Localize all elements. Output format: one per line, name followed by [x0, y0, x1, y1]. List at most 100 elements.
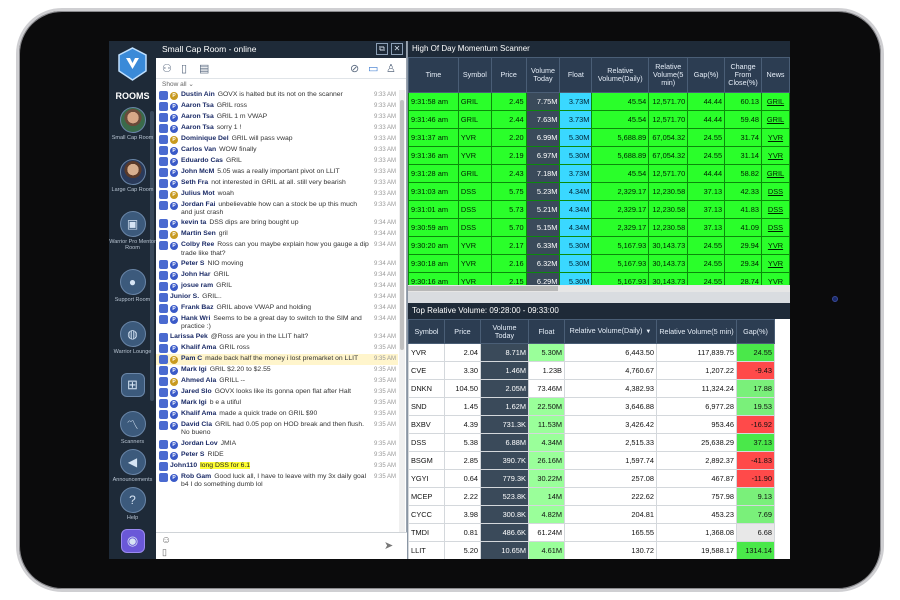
table-row[interactable]: SND 1.45 1.62M 22.50M 3,646.88 6,977.28 19.53: [408, 397, 775, 416]
table-row[interactable]: 9:31:03 am DSS 5.75 5.23M 4.34M 2,329.17 12,23…: [408, 182, 790, 201]
user-avatar-icon[interactable]: [159, 399, 168, 409]
message-author[interactable]: Frank Baz: [181, 303, 214, 311]
news-link[interactable]: DSS: [761, 218, 790, 237]
user-avatar-icon[interactable]: [159, 303, 168, 313]
message-author[interactable]: Aaron Tsa: [181, 102, 214, 109]
message-author[interactable]: Hank Wri: [181, 314, 211, 322]
sidebar-item-small-cap-room[interactable]: Small Cap Room: [109, 107, 156, 141]
chat-message[interactable]: Junior S. GRIL.. 9:34 AM: [156, 292, 398, 303]
table-row[interactable]: 9:30:59 am DSS 5.70 5.15M 4.34M 2,329.17 12,23…: [408, 218, 790, 237]
show-all-filter[interactable]: Show all ⌄: [162, 81, 194, 88]
column-header[interactable]: Volume Today: [525, 57, 561, 93]
user-avatar-icon[interactable]: [159, 91, 168, 100]
chat-message[interactable]: P Aaron Tsa GRIL 1 m VWAP 9:33 AM: [156, 112, 398, 123]
user-avatar-icon[interactable]: [159, 366, 168, 376]
screen-icon[interactable]: ▭: [368, 63, 379, 75]
sidebar-item-scanners[interactable]: 〽 Scanners: [109, 411, 156, 445]
user-avatar-icon[interactable]: [159, 270, 168, 280]
chat-message[interactable]: Larissa Pek @Ross are you in the LLIT hal…: [156, 332, 398, 343]
message-author[interactable]: John Har: [181, 270, 211, 278]
chat-message[interactable]: P Peter S NIO moving 9:34 AM: [156, 259, 398, 270]
message-author[interactable]: Aaron Tsa: [181, 113, 214, 120]
user-avatar-icon[interactable]: [159, 461, 168, 471]
message-author[interactable]: Dustin Ain: [181, 91, 215, 98]
table-row[interactable]: 9:30:20 am YVR 2.17 6.33M 5.30M 5,167.93 30,14…: [408, 236, 790, 255]
message-author[interactable]: Julius Mot: [181, 190, 215, 197]
send-icon[interactable]: ➤: [384, 540, 394, 552]
message-author[interactable]: josue ram: [181, 281, 214, 289]
chat-message[interactable]: P Rob Gam Good luck all, I have to leave w…: [156, 472, 398, 490]
sidebar-item-support-room[interactable]: ● Support Room: [109, 269, 156, 303]
user-avatar-icon[interactable]: [159, 113, 168, 122]
table-row[interactable]: YGYI 0.64 779.3K 30.22M 257.08 467.87 -11.90: [408, 469, 775, 488]
user-avatar-icon[interactable]: [159, 201, 168, 210]
news-link[interactable]: GRIL: [761, 92, 790, 111]
message-author[interactable]: John McM: [181, 168, 215, 175]
user-avatar-icon[interactable]: [159, 219, 168, 229]
message-author[interactable]: Aaron Tsa: [181, 124, 214, 131]
sidebar-item-grid[interactable]: ⊞: [109, 373, 156, 397]
message-author[interactable]: Dominique Del: [181, 135, 229, 142]
user-avatar-icon[interactable]: [159, 410, 168, 420]
table-row[interactable]: TMDI 0.81 486.6K 61.24M 165.55 1,368.08 6.68: [408, 523, 775, 542]
column-header[interactable]: Gap(%): [687, 57, 726, 93]
file-icon[interactable]: ▯: [181, 63, 188, 75]
sidebar-scrollbar[interactable]: [150, 111, 154, 401]
chat-message[interactable]: P John Har GRIL 9:34 AM: [156, 270, 398, 281]
user-avatar-icon[interactable]: [159, 157, 168, 166]
chat-message[interactable]: P Mark Igi b e a utiful 9:35 AM: [156, 398, 398, 409]
chat-message[interactable]: P Eduardo Cas GRIL 9:33 AM: [156, 156, 398, 167]
chat-message[interactable]: P Aaron Tsa sorry 1 ! 9:33 AM: [156, 123, 398, 134]
user-avatar-icon[interactable]: [159, 241, 168, 251]
user-avatar-icon[interactable]: [159, 135, 168, 144]
column-header[interactable]: Symbol: [408, 319, 445, 344]
column-header[interactable]: Relative Volume(Daily) ▼: [564, 319, 657, 344]
message-author[interactable]: David Cla: [181, 421, 212, 429]
column-header[interactable]: Price: [444, 319, 481, 344]
scanner1-hscrollbar[interactable]: [408, 285, 790, 292]
sort-desc-icon[interactable]: ▼: [645, 329, 652, 335]
person-icon[interactable]: ♙: [386, 63, 396, 75]
table-row[interactable]: MCEP 2.22 523.8K 14M 222.62 757.98 9.13: [408, 487, 775, 506]
user-avatar-icon[interactable]: [159, 388, 168, 398]
chat-message[interactable]: P Aaron Tsa GRIL ross 9:33 AM: [156, 101, 398, 112]
message-author[interactable]: Junior S.: [170, 292, 200, 300]
table-row[interactable]: DSS 5.38 6.88M 4.34M 2,515.33 25,638.29 37.13: [408, 433, 775, 452]
news-link[interactable]: DSS: [761, 182, 790, 201]
table-row[interactable]: 9:31:58 am GRIL 2.45 7.75M 3.73M 45.54 12,571.…: [408, 92, 790, 111]
popout-icon[interactable]: ⧉: [376, 43, 388, 55]
user-avatar-icon[interactable]: [159, 450, 168, 460]
chat-message[interactable]: John110 long DSS for 6.1 9:35 AM: [156, 461, 398, 472]
user-avatar-icon[interactable]: [159, 190, 168, 199]
column-header[interactable]: Float: [559, 57, 593, 93]
news-link[interactable]: GRIL: [761, 110, 790, 129]
column-header[interactable]: Float: [528, 319, 565, 344]
user-avatar-icon[interactable]: [159, 281, 168, 291]
close-icon[interactable]: ✕: [391, 43, 403, 55]
sidebar-item-help[interactable]: ? Help: [109, 487, 156, 521]
chat-message[interactable]: P Dustin Ain GOVX is halted but its not on…: [156, 90, 398, 101]
table-row[interactable]: 9:31:36 am YVR 2.19 6.97M 5.30M 5,688.89 67,05…: [408, 146, 790, 165]
table-row[interactable]: YVR 2.04 8.71M 5.30M 6,443.50 117,839.75 24.55: [408, 343, 775, 362]
chat-message[interactable]: P Khalif Ama GRIL ross 9:35 AM: [156, 343, 398, 354]
message-author[interactable]: Mark Igi: [181, 366, 207, 374]
table-row[interactable]: BSGM 2.85 390.7K 26.16M 1,597.74 2,892.37 -41.…: [408, 451, 775, 470]
news-link[interactable]: DSS: [761, 200, 790, 219]
table-row[interactable]: BXBV 4.39 731.3K 11.53M 3,426.42 953.46 -16.92: [408, 415, 775, 434]
column-header[interactable]: Time: [408, 57, 459, 93]
sidebar-item-profile[interactable]: ◉: [109, 529, 156, 553]
user-avatar-icon[interactable]: [159, 146, 168, 155]
message-author[interactable]: Rob Gam: [181, 472, 212, 480]
chat-message[interactable]: P Jordan Lov JMIA 9:35 AM: [156, 439, 398, 450]
chat-input[interactable]: [176, 535, 381, 557]
message-author[interactable]: Mark Igi: [181, 399, 207, 407]
notes-icon[interactable]: ▤: [199, 63, 210, 75]
user-avatar-icon[interactable]: [159, 377, 168, 387]
message-author[interactable]: Peter S: [181, 450, 205, 458]
chat-message[interactable]: P Ahmed Ala GRILL -- 9:35 AM: [156, 376, 398, 387]
message-author[interactable]: Seth Fra: [181, 179, 209, 186]
message-author[interactable]: Jordan Fai: [181, 201, 216, 208]
user-avatar-icon[interactable]: [159, 333, 168, 343]
